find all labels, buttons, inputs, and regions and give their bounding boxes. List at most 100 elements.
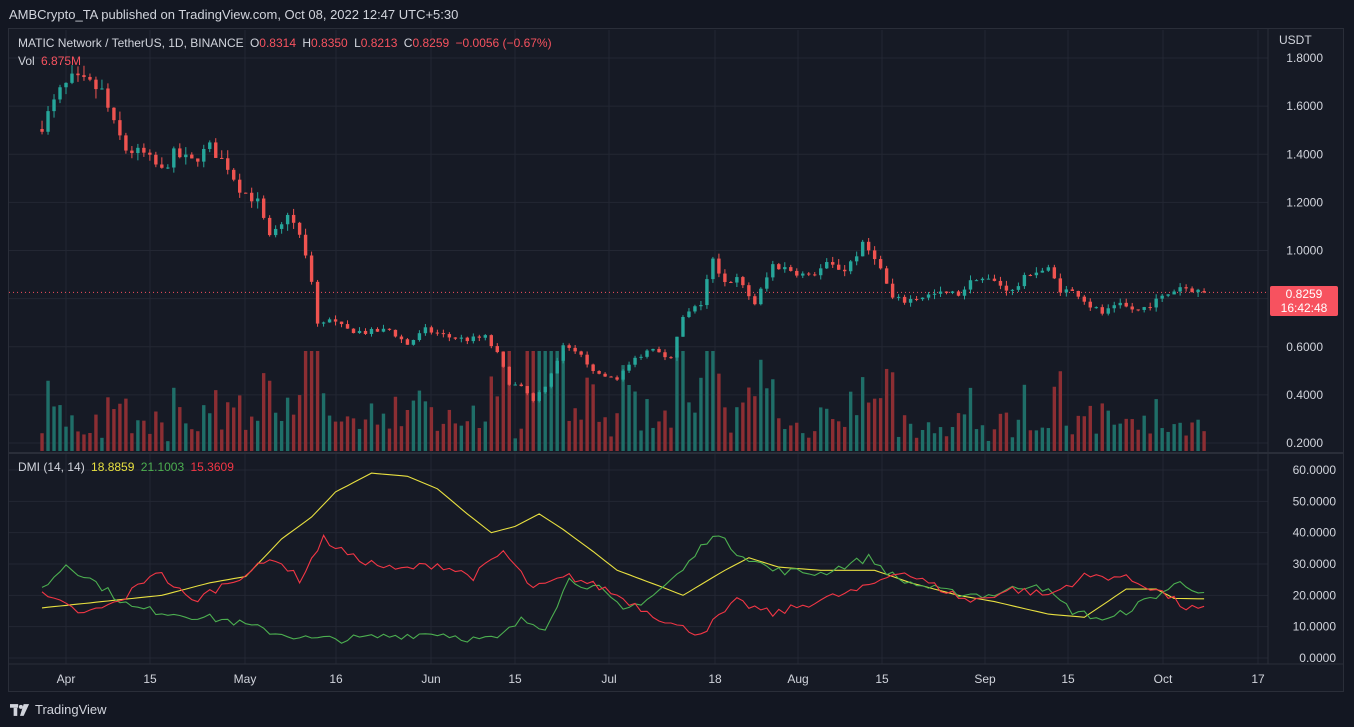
price-tick-label: 0.4000 (1286, 388, 1323, 402)
candle-body (351, 328, 356, 334)
candle-body (369, 328, 374, 334)
volume-bar (70, 415, 74, 451)
volume-bar (100, 437, 104, 451)
x-tick-label: Aug (787, 672, 808, 686)
dmi-line-plus-di (41, 535, 1205, 644)
volume-value: 6.875M (41, 54, 82, 68)
volume-bar (866, 402, 871, 451)
volume-bar (1112, 424, 1116, 451)
candle-body (1070, 289, 1075, 291)
volume-bar (232, 407, 236, 451)
volume-bar (591, 384, 595, 451)
volume-bar (663, 410, 667, 451)
candle-body (729, 282, 733, 284)
candle-body (926, 294, 931, 298)
candle-body (106, 88, 110, 108)
volume-bar (765, 388, 769, 451)
candle-body (944, 291, 949, 293)
volume-bar (1058, 371, 1063, 451)
volume-bar (148, 433, 152, 451)
dmi-tick-label: 60.0000 (1293, 463, 1337, 477)
volume-bar (932, 433, 937, 451)
candle-body (663, 352, 667, 358)
candle-body (657, 348, 661, 353)
volume-bar (831, 419, 835, 451)
dmi-line-minus-di (41, 534, 1205, 636)
candle-body (1088, 301, 1092, 308)
volume-bar (747, 387, 751, 451)
candle-body (789, 267, 793, 271)
candle-body (783, 267, 787, 270)
volume-bar (507, 351, 511, 451)
candle-body (675, 336, 679, 358)
volume-bar (261, 373, 266, 451)
volume-bar (789, 425, 793, 451)
x-tick-label: 15 (875, 672, 889, 686)
volume-bar (142, 420, 146, 451)
volume-bar (417, 390, 422, 451)
open-value: 0.8314 (259, 36, 296, 50)
x-tick-label: 15 (1061, 672, 1075, 686)
candle-body (1058, 278, 1063, 293)
candle-body (842, 269, 847, 272)
volume-bar (842, 426, 847, 451)
candle-body (483, 335, 487, 338)
candle-body (609, 376, 613, 378)
volume-bar (136, 420, 140, 451)
candle-body (52, 99, 56, 112)
candle-body (112, 107, 116, 121)
volume-bar (633, 391, 637, 451)
candle-body (1184, 287, 1188, 289)
minus-di-value: 15.3609 (190, 460, 234, 474)
candle-body (1028, 274, 1033, 276)
candle-body (172, 148, 176, 168)
volume-bar (825, 408, 829, 451)
dmi-legend: DMI (14, 14) 18.8859 21.1003 15.3609 (18, 460, 237, 474)
candle-body (1100, 307, 1104, 314)
volume-bar (657, 421, 661, 451)
volume-bar (393, 396, 398, 451)
volume-bar (1196, 419, 1200, 451)
candle-body (627, 364, 631, 371)
candle-body (178, 148, 182, 158)
volume-bar (561, 351, 565, 451)
candle-body (501, 352, 505, 367)
candle-body (249, 192, 254, 202)
candle-body (621, 370, 625, 380)
candle-body (860, 241, 865, 257)
candle-body (393, 329, 398, 337)
volume-bar (357, 428, 362, 451)
candle-body (76, 73, 80, 76)
candle-body (573, 347, 577, 352)
candle-body (196, 158, 200, 162)
candle-body (94, 79, 98, 90)
candle-body (567, 345, 571, 348)
candle-body (1136, 309, 1140, 311)
volume-bar (1028, 430, 1033, 451)
volume-bar (483, 421, 487, 451)
currency-label: USDT (1279, 33, 1312, 47)
volume-bar (693, 412, 697, 451)
volume-bar (962, 414, 967, 451)
candle-body (309, 255, 314, 282)
candle-body (232, 169, 236, 180)
volume-bar (968, 387, 973, 451)
candle-body (633, 357, 637, 365)
volume-bar (711, 351, 715, 451)
volume-bar (273, 412, 278, 451)
volume-bar (303, 351, 308, 451)
candle-body (148, 152, 152, 155)
footer-brand[interactable]: TradingView (10, 702, 107, 717)
volume-bar (249, 416, 254, 451)
change-value: −0.0056 (−0.67%) (455, 36, 552, 50)
dmi-tick-label: 50.0000 (1293, 494, 1337, 508)
volume-bar (202, 405, 206, 451)
volume-bar (1136, 429, 1140, 451)
volume-bar (1118, 423, 1122, 451)
close-label: C (403, 36, 413, 50)
volume-bar (1070, 434, 1075, 451)
candle-body (920, 297, 925, 300)
volume-bar (477, 427, 482, 451)
